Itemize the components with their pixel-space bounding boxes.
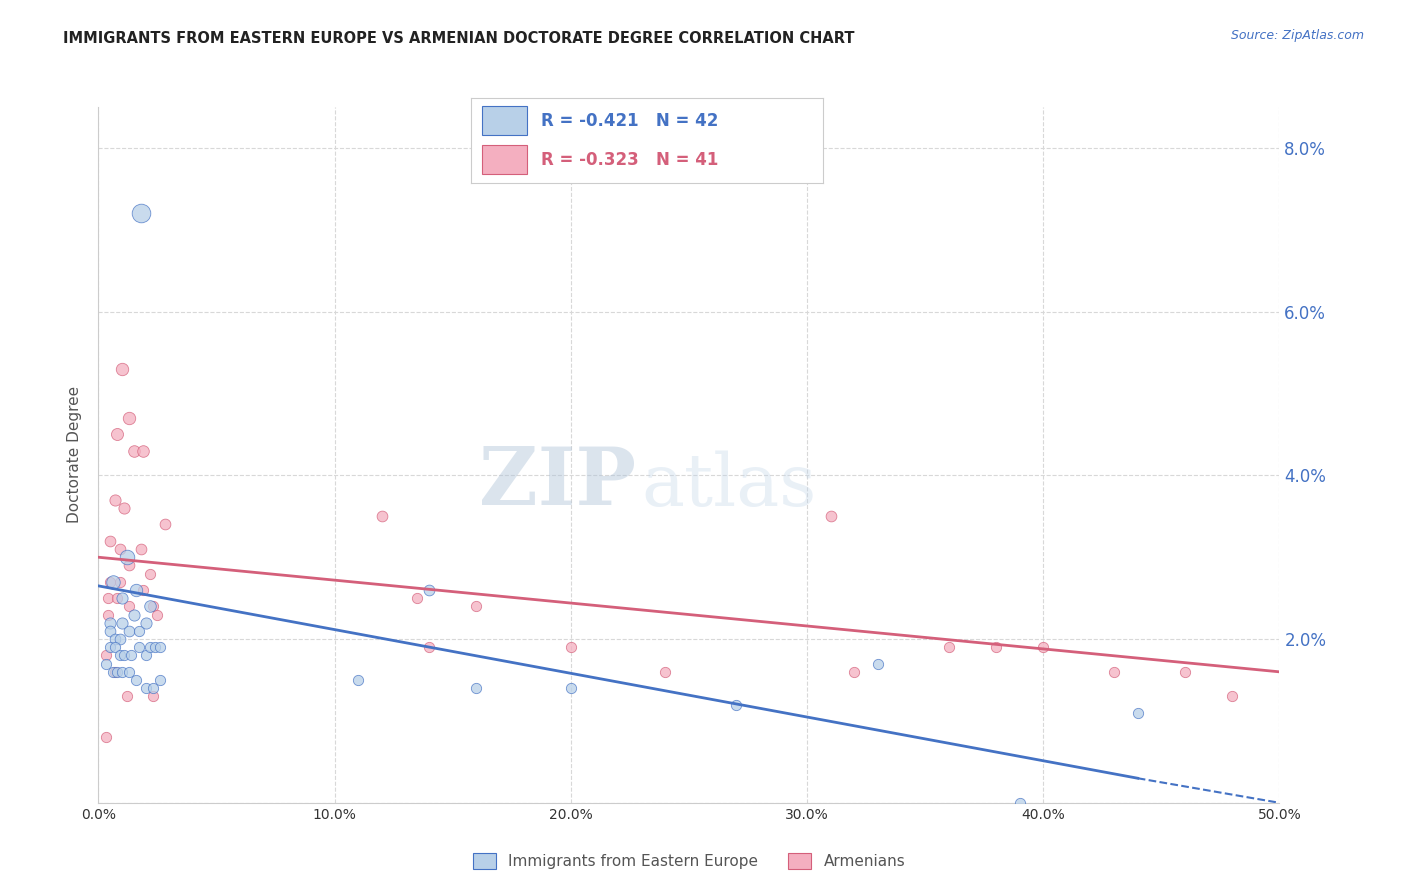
Point — [98, 615, 121, 630]
Point — [725, 698, 748, 712]
Bar — [482, 145, 527, 175]
Point — [142, 599, 165, 614]
Point — [142, 681, 165, 696]
Legend: Immigrants from Eastern Europe, Armenians: Immigrants from Eastern Europe, Armenian… — [467, 847, 911, 875]
Point — [97, 607, 120, 622]
Point — [108, 632, 131, 646]
Point — [132, 582, 155, 597]
Point — [1102, 665, 1125, 679]
Point — [139, 566, 162, 581]
Point — [1220, 690, 1243, 704]
Point — [866, 657, 889, 671]
Point — [104, 640, 127, 655]
Point — [97, 591, 120, 606]
Point — [112, 648, 135, 663]
Point — [128, 624, 150, 638]
Point — [129, 542, 152, 557]
Point — [108, 574, 131, 589]
Point — [98, 624, 121, 638]
Point — [129, 206, 152, 220]
Point — [98, 574, 121, 589]
Point — [135, 681, 157, 696]
Point — [104, 632, 127, 646]
Point — [104, 492, 127, 507]
Point — [560, 681, 582, 696]
Point — [108, 648, 131, 663]
Point — [118, 665, 141, 679]
Point — [465, 681, 488, 696]
Text: R = -0.323   N = 41: R = -0.323 N = 41 — [541, 151, 718, 169]
Point — [111, 362, 134, 376]
Point — [101, 574, 124, 589]
Point — [128, 640, 150, 655]
Y-axis label: Doctorate Degree: Doctorate Degree — [67, 386, 83, 524]
Point — [143, 640, 166, 655]
Point — [105, 591, 128, 606]
Point — [118, 599, 141, 614]
Point — [142, 690, 165, 704]
Point — [101, 665, 124, 679]
Point — [111, 665, 134, 679]
Point — [118, 624, 141, 638]
Point — [111, 591, 134, 606]
Bar — [482, 106, 527, 136]
Point — [135, 615, 157, 630]
Point — [112, 501, 135, 516]
Point — [139, 599, 162, 614]
Point — [125, 673, 148, 687]
Point — [984, 640, 1007, 655]
Point — [418, 582, 440, 597]
Point — [105, 665, 128, 679]
Point — [347, 673, 370, 687]
Point — [654, 665, 676, 679]
Point — [149, 673, 172, 687]
Point — [135, 648, 157, 663]
Point — [115, 550, 138, 565]
Point — [820, 509, 842, 524]
Text: Source: ZipAtlas.com: Source: ZipAtlas.com — [1230, 29, 1364, 42]
Point — [371, 509, 394, 524]
Point — [98, 533, 121, 548]
Point — [153, 517, 176, 532]
Point — [406, 591, 429, 606]
Point — [139, 640, 162, 655]
Point — [125, 582, 148, 597]
Point — [94, 657, 117, 671]
Point — [111, 615, 134, 630]
Point — [146, 607, 169, 622]
Point — [94, 648, 117, 663]
Point — [132, 443, 155, 458]
Point — [149, 640, 172, 655]
Point — [108, 542, 131, 557]
Point — [844, 665, 866, 679]
Point — [98, 640, 121, 655]
Text: R = -0.421   N = 42: R = -0.421 N = 42 — [541, 112, 718, 129]
Point — [1126, 706, 1149, 720]
Point — [1032, 640, 1054, 655]
Point — [105, 427, 128, 442]
Point — [118, 558, 141, 573]
Point — [418, 640, 440, 655]
Text: ZIP: ZIP — [479, 443, 636, 522]
Point — [1008, 796, 1031, 810]
Point — [465, 599, 488, 614]
Point — [118, 411, 141, 425]
Text: atlas: atlas — [641, 451, 817, 522]
Point — [115, 690, 138, 704]
Text: IMMIGRANTS FROM EASTERN EUROPE VS ARMENIAN DOCTORATE DEGREE CORRELATION CHART: IMMIGRANTS FROM EASTERN EUROPE VS ARMENI… — [63, 31, 855, 46]
Point — [1174, 665, 1197, 679]
Point — [121, 648, 143, 663]
Point — [104, 665, 127, 679]
Point — [94, 731, 117, 745]
Point — [938, 640, 960, 655]
Point — [560, 640, 582, 655]
Point — [122, 443, 145, 458]
Point — [122, 607, 145, 622]
